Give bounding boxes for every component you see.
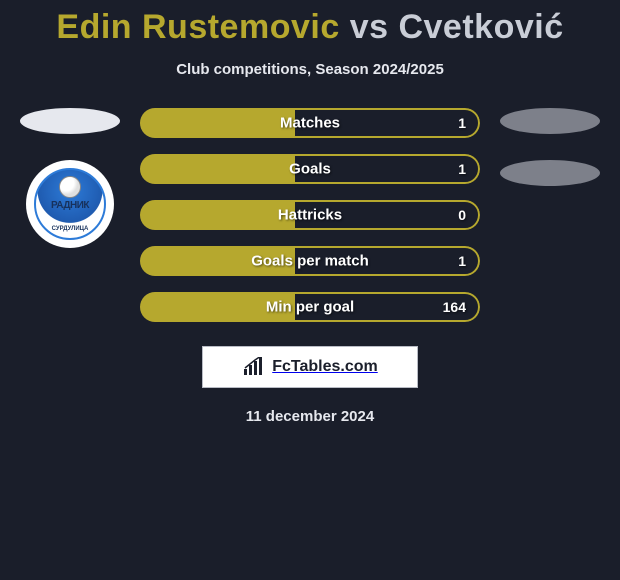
subtitle: Club competitions, Season 2024/2025 (0, 61, 620, 78)
bar-label: Min per goal (266, 299, 354, 316)
page-title: Edin Rustemovic vs Cvetković (0, 8, 620, 47)
stat-bar: Hattricks 0 (140, 200, 480, 230)
crest-icon: РАДНИК СУРДУЛИЦА (34, 168, 106, 240)
player2-club-placeholder (500, 160, 600, 186)
site-brand-link[interactable]: FcTables.com (202, 346, 418, 388)
stat-bar: Goals per match 1 (140, 246, 480, 276)
comparison-widget: Edin Rustemovic vs Cvetković Club compet… (0, 0, 620, 425)
bar-value-right: 1 (458, 161, 466, 177)
player1-club-crest: РАДНИК СУРДУЛИЦА (26, 160, 114, 248)
chart-icon (242, 357, 266, 377)
stat-bars: Matches 1 Goals 1 Hattricks 0 Goals per match 1… (140, 108, 480, 322)
crest-text: РАДНИК (36, 200, 104, 211)
bar-label: Goals (289, 161, 331, 178)
bar-label: Goals per match (251, 253, 369, 270)
bar-fill-left (140, 154, 293, 184)
right-column (500, 108, 600, 212)
stat-bar: Min per goal 164 (140, 292, 480, 322)
bar-value-right: 1 (458, 253, 466, 269)
stats-area: РАДНИК СУРДУЛИЦА Matches 1 Goals 1 Hattricks… (0, 108, 620, 322)
player1-photo-placeholder (20, 108, 120, 134)
player2-name: Cvetković (398, 8, 563, 46)
left-column: РАДНИК СУРДУЛИЦА (20, 108, 120, 248)
bar-fill-left (140, 108, 293, 138)
bar-label: Hattricks (278, 207, 342, 224)
stat-bar: Goals 1 (140, 154, 480, 184)
player1-name: Edin Rustemovic (56, 8, 339, 46)
stat-bar: Matches 1 (140, 108, 480, 138)
bar-value-right: 0 (458, 207, 466, 223)
date-text: 11 december 2024 (0, 408, 620, 425)
vs-text: vs (350, 8, 389, 46)
crest-subtext: СУРДУЛИЦА (36, 226, 104, 232)
bar-fill-left (140, 200, 293, 230)
player2-photo-placeholder (500, 108, 600, 134)
bar-value-right: 1 (458, 115, 466, 131)
bar-label: Matches (280, 115, 340, 132)
bar-value-right: 164 (443, 299, 466, 315)
site-brand-text: FcTables.com (272, 358, 378, 376)
